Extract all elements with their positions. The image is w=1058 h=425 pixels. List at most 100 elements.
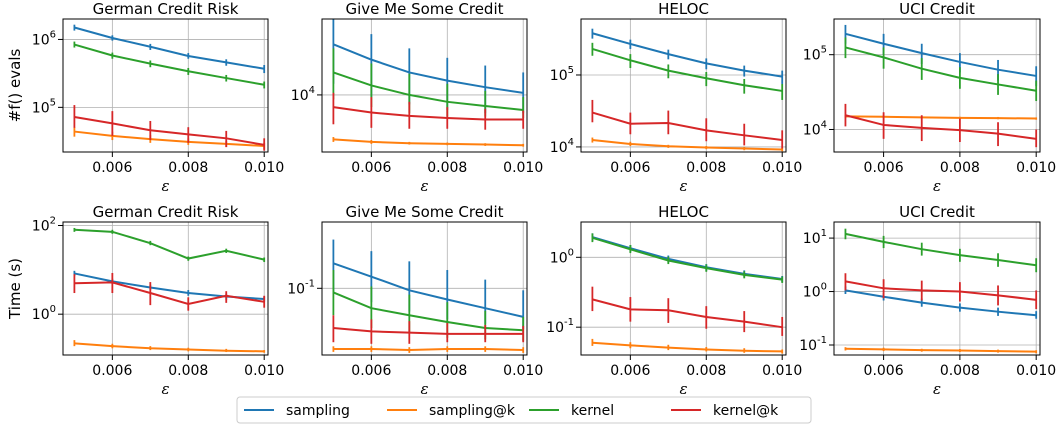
axes-frame <box>62 221 269 356</box>
x-axis-label: ε <box>161 177 169 195</box>
x-tick-label: 0.006 <box>92 160 132 176</box>
series-line-sampling@k <box>74 342 265 353</box>
y-tick-label: 100 <box>550 247 574 266</box>
y-tick-label: 102 <box>32 216 56 235</box>
x-axis-label: ε <box>161 380 169 398</box>
x-tick-label: 0.010 <box>762 363 802 379</box>
series-line-kernel <box>74 228 265 261</box>
series-line-sampling@k <box>845 347 1037 353</box>
x-tick-label: 0.008 <box>427 363 467 379</box>
y-tick-label: 105 <box>32 97 56 116</box>
x-axis-label: ε <box>679 380 687 398</box>
series-line-sampling <box>333 262 524 318</box>
y-tick-label: 10-1 <box>287 278 315 297</box>
series-line-kernel <box>333 291 524 332</box>
x-tick-label: 0.008 <box>686 363 726 379</box>
series-line-sampling <box>845 32 1037 77</box>
x-tick-label: 0.008 <box>427 160 467 176</box>
y-tick-label: 100 <box>32 304 56 323</box>
x-axis-label: ε <box>933 380 941 398</box>
panel-title: HELOC <box>658 0 709 18</box>
series-line-kernel <box>333 71 524 112</box>
panel-1-3: 10-1 100 101 0.006 0.008 0.010 UCI Credit ε <box>799 203 1056 398</box>
legend-label-kernel@k: kernel@k <box>713 403 779 419</box>
series-line-sampling@k <box>592 341 783 353</box>
legend: sampling sampling@k kernel kernel@k <box>236 396 812 424</box>
series-line-sampling <box>592 236 783 280</box>
x-tick-label: 0.006 <box>351 363 391 379</box>
x-tick-label: 0.010 <box>1016 160 1056 176</box>
x-tick-label: 0.010 <box>244 160 284 176</box>
panel-0-2: 104 105 0.006 0.008 0.010 HELOC ε <box>550 0 802 195</box>
series-line-kernel@k <box>845 280 1037 301</box>
x-tick-label: 0.010 <box>762 160 802 176</box>
panel-1-1: 10-1 0.006 0.008 0.010 Give Me Some Credit ε <box>287 203 543 398</box>
series-line-sampling <box>592 32 783 78</box>
legend-label-kernel: kernel <box>571 403 614 419</box>
panel-0-3: 104 105 0.006 0.008 0.010 UCI Credit ε <box>803 0 1056 195</box>
x-tick-label: 0.006 <box>610 363 650 379</box>
y-tick-label: 104 <box>803 119 827 138</box>
series-line-sampling@k <box>333 348 524 351</box>
axes-frame <box>321 18 528 153</box>
series-line-kernel@k <box>592 111 783 141</box>
panel-title: HELOC <box>658 203 709 221</box>
x-axis-label: ε <box>933 177 941 195</box>
legend-label-sampling: sampling <box>286 403 350 419</box>
y-tick-label: 106 <box>32 29 56 48</box>
series-line-kernel <box>845 46 1037 92</box>
row-ylabel: Time (s) <box>6 258 24 320</box>
x-axis-label: ε <box>420 380 428 398</box>
series-line-sampling@k <box>74 130 265 147</box>
y-tick-label: 104 <box>291 85 315 104</box>
x-tick-label: 0.008 <box>686 160 726 176</box>
x-tick-label: 0.008 <box>940 363 980 379</box>
y-tick-label: 100 <box>803 282 827 301</box>
x-axis-label: ε <box>420 177 428 195</box>
panel-0-0: 105 106 0.006 0.008 0.010 German Credit Risk ε <box>32 0 284 195</box>
series-line-kernel <box>845 232 1037 267</box>
panel-title: UCI Credit <box>899 203 975 221</box>
series-line-kernel@k <box>74 116 265 146</box>
panel-title: Give Me Some Credit <box>345 0 503 18</box>
series-line-kernel <box>74 43 265 86</box>
y-tick-label: 104 <box>550 137 574 156</box>
series-line-sampling <box>845 289 1037 317</box>
series-line-sampling@k <box>333 138 524 147</box>
series-line-kernel@k <box>74 281 265 305</box>
axes-frame <box>62 18 269 153</box>
y-tick-label: 101 <box>803 228 827 247</box>
legend-label-sampling@k: sampling@k <box>429 403 516 419</box>
y-tick-label: 10-1 <box>546 317 574 336</box>
x-tick-label: 0.010 <box>1016 363 1056 379</box>
series-line-sampling <box>74 26 265 70</box>
series-line-kernel@k <box>333 327 524 335</box>
x-tick-label: 0.010 <box>503 160 543 176</box>
series-line-sampling@k <box>845 115 1037 120</box>
axes-frame <box>833 221 1041 356</box>
axes-frame <box>833 18 1041 153</box>
axes-frame <box>580 221 787 356</box>
row-ylabel: #f() evals <box>6 49 24 123</box>
series-line-sampling@k <box>592 138 783 151</box>
series-line-kernel@k <box>333 106 524 121</box>
series-line-kernel <box>592 236 783 281</box>
series-line-sampling <box>333 43 524 94</box>
panel-title: Give Me Some Credit <box>345 203 503 221</box>
x-tick-label: 0.006 <box>864 363 904 379</box>
series-line-kernel@k <box>592 298 783 329</box>
x-tick-label: 0.008 <box>168 160 208 176</box>
series-line-sampling <box>74 272 265 300</box>
x-tick-label: 0.006 <box>610 160 650 176</box>
x-tick-label: 0.010 <box>244 363 284 379</box>
x-tick-label: 0.010 <box>503 363 543 379</box>
x-tick-label: 0.008 <box>168 363 208 379</box>
y-tick-label: 10-1 <box>799 335 827 354</box>
series-line-kernel@k <box>845 114 1037 140</box>
x-tick-label: 0.006 <box>351 160 391 176</box>
y-tick-label: 105 <box>550 65 574 84</box>
y-tick-label: 105 <box>803 45 827 64</box>
panel-title: German Credit Risk <box>93 0 239 18</box>
panel-title: UCI Credit <box>899 0 975 18</box>
